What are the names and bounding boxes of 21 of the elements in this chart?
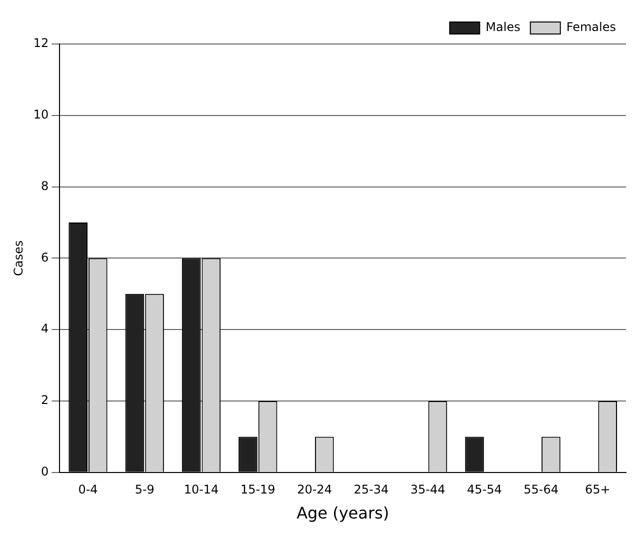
y-tick-label: 0 (41, 464, 49, 479)
x-tick-label: 55-64 (524, 482, 558, 497)
x-tick-label: 0-4 (78, 482, 98, 497)
x-tick-label: 35-44 (410, 482, 446, 497)
y-tick-label: 6 (41, 250, 49, 264)
x-tick-label: 65+ (585, 482, 610, 497)
x-tick-label: 15-19 (240, 482, 276, 497)
y-tick-label: 8 (41, 178, 49, 193)
x-tick-label: 25-34 (354, 482, 389, 497)
x-tick-label: 45-54 (466, 482, 502, 497)
x-tick-label: 5-9 (134, 482, 154, 497)
y-axis-title: Cases (11, 240, 26, 276)
legend-label: Males (486, 20, 520, 34)
legend-label: Females (566, 20, 616, 34)
x-tick-label: 20-24 (297, 482, 332, 497)
x-tick-label: 10-14 (184, 482, 219, 497)
y-tick-label: 4 (41, 322, 49, 336)
y-tick-label: 10 (33, 108, 49, 122)
y-tick-label: 12 (33, 36, 49, 50)
x-axis-title: Age (years) (296, 504, 390, 523)
y-tick-label: 2 (41, 393, 49, 408)
